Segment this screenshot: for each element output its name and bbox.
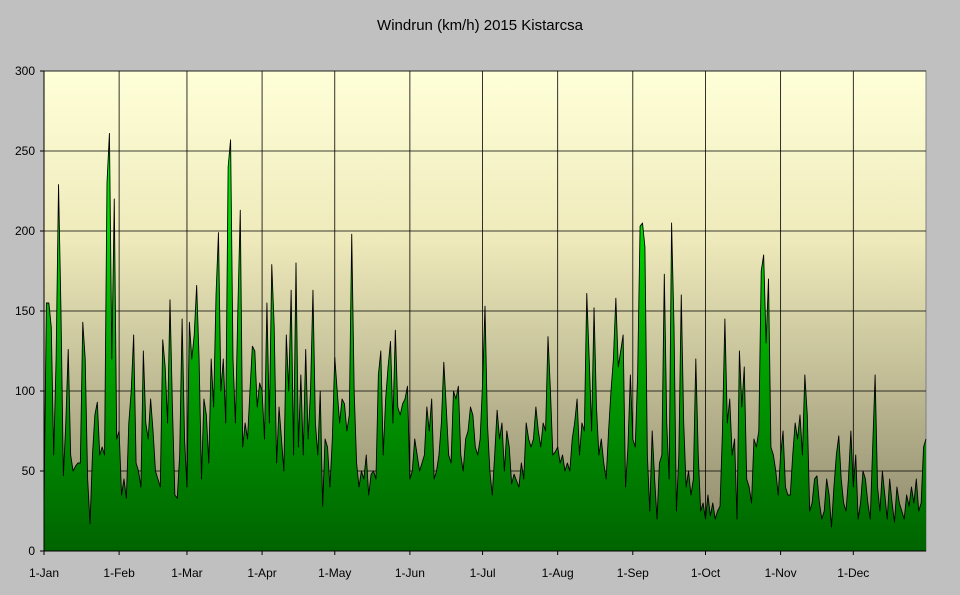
x-axis: 1-Jan 1-Feb 1-Mar 1-Apr 1-May 1-Jun 1-Jul 1-Aug… bbox=[29, 550, 926, 580]
series-layer bbox=[43, 132, 927, 551]
x-tick-label: 1-Jul bbox=[470, 566, 496, 580]
windrun-area bbox=[44, 133, 926, 551]
y-tick-label: 300 bbox=[15, 64, 35, 78]
chart-title: Windrun (km/h) 2015 Kistarcsa bbox=[377, 17, 584, 34]
x-tick-label: 1-Sep bbox=[617, 566, 649, 580]
x-tick-label: 1-Apr bbox=[247, 566, 276, 580]
x-tick-label: 1-Aug bbox=[542, 566, 574, 580]
y-tick-label: 50 bbox=[22, 464, 36, 478]
y-tick-label: 0 bbox=[28, 544, 35, 558]
y-axis: 0 50 100 150 200 250 300 bbox=[15, 64, 45, 558]
y-tick-label: 100 bbox=[15, 384, 35, 398]
x-tick-label: 1-Dec bbox=[837, 566, 869, 580]
x-tick-label: 1-Mar bbox=[171, 566, 202, 580]
y-tick-label: 150 bbox=[15, 304, 35, 318]
windrun-line bbox=[43, 132, 927, 528]
x-tick-label: 1-Jun bbox=[395, 566, 425, 580]
x-tick-label: 1-Feb bbox=[103, 566, 135, 580]
x-tick-label: 1-May bbox=[318, 566, 351, 580]
y-tick-label: 250 bbox=[15, 144, 35, 158]
x-tick-label: 1-Oct bbox=[691, 566, 721, 580]
x-tick-label: 1-Jan bbox=[29, 566, 59, 580]
x-tick-label: 1-Nov bbox=[765, 566, 797, 580]
y-tick-label: 200 bbox=[15, 224, 35, 238]
